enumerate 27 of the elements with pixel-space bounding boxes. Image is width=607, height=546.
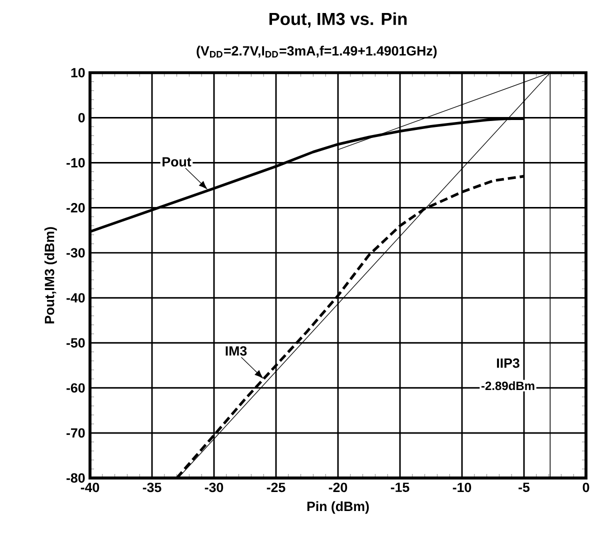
- x-tick-label: -15: [390, 482, 410, 492]
- y-tick-label: 0: [78, 112, 85, 122]
- x-tick-label: -20: [328, 482, 348, 492]
- x-tick-label: -10: [452, 482, 472, 492]
- x-tick-label: 0: [582, 482, 590, 492]
- chart-title: Pout, IM3 vs. Pin: [269, 12, 407, 28]
- x-tick-label: -30: [204, 482, 224, 492]
- annotation: Pout: [162, 157, 192, 167]
- x-tick-label: -25: [266, 482, 286, 492]
- x-tick-label: -35: [142, 482, 162, 492]
- y-tick-label: -40: [66, 293, 85, 303]
- y-tick-label: -30: [66, 248, 85, 258]
- y-tick-label: -50: [66, 338, 85, 348]
- ref-line-label: IIP3: [497, 358, 520, 368]
- chart-subtitle: (V$_{DD}$=2.7V,I$_{DD}$=3mA,f=1.49+1.4901GHz): [196, 46, 437, 58]
- y-tick-label: -10: [66, 158, 85, 168]
- y-tick-label: -70: [66, 428, 85, 438]
- annotation: -2.89dBm: [481, 381, 534, 390]
- y-tick-label: 10: [71, 68, 85, 78]
- x-axis-title: Pin (dBm): [307, 501, 369, 514]
- y-tick-label: -20: [66, 203, 85, 212]
- y-tick-label: -80: [66, 473, 85, 483]
- y-tick-label: -60: [66, 383, 85, 393]
- annotation: IM3: [226, 346, 247, 356]
- y-axis-title: Pout,IM3 (dBm): [44, 227, 57, 324]
- x-tick-label: -40: [80, 482, 100, 492]
- x-tick-label: -5: [518, 482, 530, 492]
